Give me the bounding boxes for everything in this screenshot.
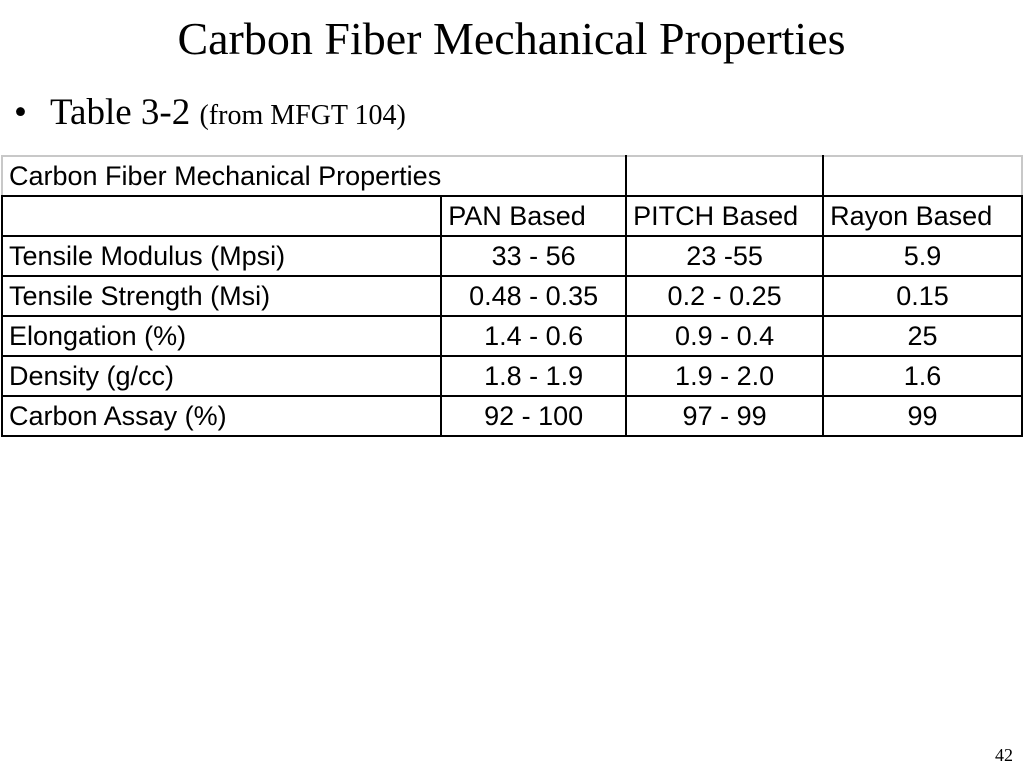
bullet-main-text: Table 3-2	[50, 92, 191, 133]
table-cell: 25	[822, 315, 1023, 357]
row-label: Carbon Assay (%)	[0, 395, 443, 437]
table-row: Tensile Strength (Msi) 0.48 - 0.35 0.2 -…	[0, 275, 1023, 317]
bullet-item: • Table 3-2 (from MFGT 104)	[14, 88, 406, 141]
table-cell-empty	[822, 155, 1023, 197]
table-cell: 1.6	[822, 355, 1023, 397]
table-cell: 33 - 56	[440, 235, 628, 277]
table-row: Elongation (%) 1.4 - 0.6 0.9 - 0.4 25	[0, 315, 1023, 357]
table-cell: 97 - 99	[625, 395, 825, 437]
bullet-source-text: (from MFGT 104)	[199, 100, 406, 131]
table-caption-row: Carbon Fiber Mechanical Properties	[0, 155, 1023, 197]
table-cell: 0.48 - 0.35	[440, 275, 628, 317]
column-header-pitch: PITCH Based	[625, 195, 825, 237]
table-cell: 23 -55	[625, 235, 825, 277]
page-number: 42	[995, 745, 1013, 765]
table-cell-empty	[625, 155, 825, 197]
table-row: Tensile Modulus (Mpsi) 33 - 56 23 -55 5.…	[0, 235, 1023, 277]
row-label: Tensile Modulus (Mpsi)	[0, 235, 443, 277]
table-header-row: PAN Based PITCH Based Rayon Based	[0, 195, 1023, 237]
table-cell: 1.9 - 2.0	[625, 355, 825, 397]
row-label: Tensile Strength (Msi)	[0, 275, 443, 317]
column-header-rayon: Rayon Based	[822, 195, 1023, 237]
table-row: Carbon Assay (%) 92 - 100 97 - 99 99	[0, 395, 1023, 437]
row-label: Density (g/cc)	[0, 355, 443, 397]
row-label: Elongation (%)	[0, 315, 443, 357]
table-cell: 0.9 - 0.4	[625, 315, 825, 357]
table-cell: 5.9	[822, 235, 1023, 277]
table-caption: Carbon Fiber Mechanical Properties	[0, 155, 442, 197]
table-row: Density (g/cc) 1.8 - 1.9 1.9 - 2.0 1.6	[0, 355, 1023, 397]
table-cell: 0.2 - 0.25	[625, 275, 825, 317]
column-header-pan: PAN Based	[440, 195, 628, 237]
table-cell-empty	[441, 155, 628, 197]
slide-title: Carbon Fiber Mechanical Properties	[177, 13, 846, 64]
bullet-dot-icon: •	[14, 92, 27, 133]
table-cell: 0.15	[822, 275, 1023, 317]
properties-table: Carbon Fiber Mechanical Properties PAN B…	[0, 155, 1023, 437]
column-header-blank	[0, 195, 443, 237]
table-cell: 1.4 - 0.6	[440, 315, 628, 357]
table-cell: 92 - 100	[440, 395, 628, 437]
table-cell: 1.8 - 1.9	[440, 355, 628, 397]
table-cell: 99	[822, 395, 1023, 437]
